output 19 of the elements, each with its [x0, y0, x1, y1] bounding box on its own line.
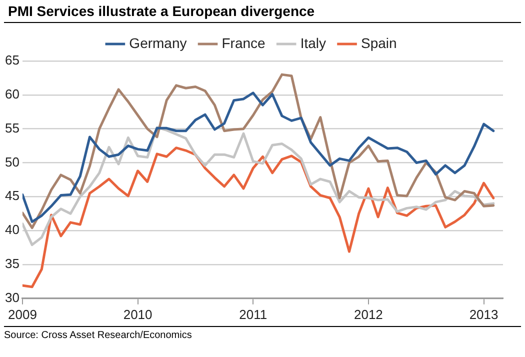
y-tick-label: 45 [4, 188, 20, 204]
legend-label: Germany [129, 34, 187, 51]
x-tick-label: 2009 [8, 306, 37, 322]
y-tick-label: 40 [4, 222, 20, 238]
legend-label: France [222, 34, 266, 51]
x-tick-label: 2011 [239, 306, 268, 322]
y-tick-label: 30 [4, 290, 20, 305]
y-tick-label: 65 [4, 52, 20, 68]
y-tick-label: 60 [4, 86, 20, 102]
legend-label: Spain [361, 34, 397, 51]
y-tick-label: 55 [4, 120, 20, 136]
x-tick-label: 2012 [354, 306, 383, 322]
y-tick-label: 50 [4, 154, 20, 170]
source-note: Source: Cross Asset Research/Economics [4, 326, 521, 341]
x-tick-label: 2010 [123, 306, 152, 322]
legend-label: Italy [300, 34, 326, 51]
chart-title: PMI Services illustrate a European divergence [4, 0, 521, 23]
y-tick-label: 35 [4, 256, 20, 272]
x-tick-label: 2013 [469, 306, 498, 322]
